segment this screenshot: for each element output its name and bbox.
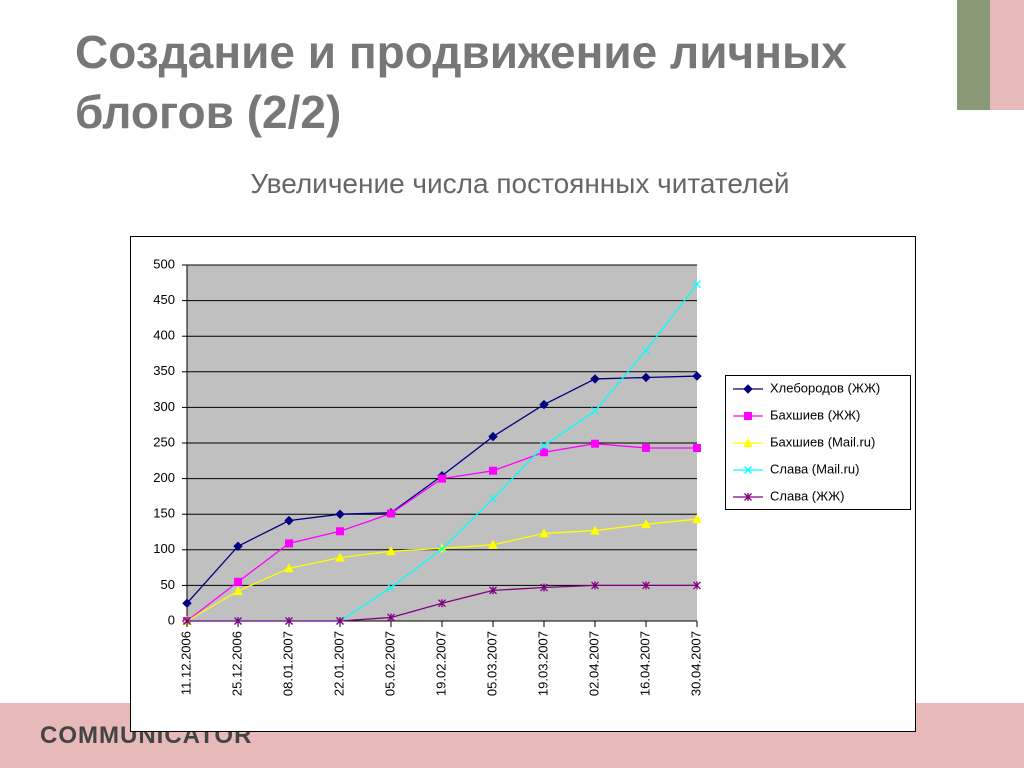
legend-label: Слава (Mail.ru)	[770, 461, 859, 476]
y-tick-label: 50	[161, 577, 175, 592]
slide-subtitle: Увеличение числа постоянных читателей	[250, 168, 790, 199]
legend-label: Бахшиев (Mail.ru)	[770, 434, 875, 449]
marker	[233, 586, 243, 596]
y-tick-label: 100	[153, 541, 175, 556]
x-tick-label: 22.01.2007	[331, 631, 346, 696]
y-tick-label: 250	[153, 434, 175, 449]
marker	[234, 617, 242, 625]
marker	[744, 493, 752, 501]
x-tick-label: 25.12.2006	[229, 631, 244, 696]
marker	[591, 581, 599, 590]
marker	[386, 546, 396, 556]
x-tick-label: 19.02.2007	[433, 631, 448, 696]
marker	[744, 466, 752, 474]
marker	[591, 407, 599, 415]
x-tick-label: 05.02.2007	[382, 631, 397, 696]
marker	[693, 581, 701, 590]
x-tick-label: 16.04.2007	[637, 631, 652, 696]
marker	[540, 448, 548, 457]
marker	[488, 539, 498, 549]
marker	[488, 431, 498, 442]
legend-label: Слава (ЖЖ)	[770, 488, 844, 503]
marker	[641, 372, 651, 383]
marker	[387, 613, 395, 622]
y-tick-label: 0	[168, 612, 175, 627]
x-tick-label: 30.04.2007	[688, 631, 703, 696]
x-tick-label: 08.01.2007	[280, 631, 295, 696]
marker	[438, 599, 446, 608]
marker	[234, 577, 242, 586]
marker	[540, 441, 548, 450]
marker	[540, 583, 548, 592]
marker	[743, 437, 753, 447]
x-tick-label: 11.12.2006	[178, 631, 193, 695]
deco-pink	[990, 0, 1024, 110]
marker	[183, 617, 191, 625]
y-tick-label: 150	[153, 506, 175, 521]
marker	[693, 280, 701, 289]
marker	[489, 586, 497, 595]
marker	[285, 539, 293, 548]
marker	[743, 384, 753, 394]
marker	[284, 563, 294, 573]
slide-title: Создание и продвижение личных блогов (2/…	[75, 26, 847, 138]
marker	[336, 617, 344, 625]
y-tick-label: 450	[153, 292, 175, 307]
marker	[387, 509, 395, 518]
y-tick-label: 300	[153, 399, 175, 414]
legend-label: Бахшиев (ЖЖ)	[770, 407, 860, 422]
y-tick-label: 500	[153, 256, 175, 271]
marker	[590, 374, 600, 384]
marker	[693, 443, 701, 452]
marker	[233, 541, 243, 551]
legend-label: Хлебородов (ЖЖ)	[770, 380, 880, 395]
marker	[285, 617, 293, 625]
marker	[642, 443, 650, 452]
marker	[284, 515, 294, 526]
marker	[642, 346, 650, 355]
marker	[641, 519, 651, 529]
marker	[590, 525, 600, 535]
marker	[438, 545, 446, 554]
marker	[489, 494, 497, 503]
marker	[642, 581, 650, 590]
marker	[744, 412, 752, 420]
marker	[692, 371, 702, 381]
x-tick-label: 19.03.2007	[535, 631, 550, 696]
marker	[336, 527, 344, 536]
marker	[539, 528, 549, 538]
marker	[591, 439, 599, 448]
marker	[489, 466, 497, 475]
x-tick-label: 05.03.2007	[484, 631, 499, 696]
marker	[182, 598, 192, 608]
marker	[335, 552, 345, 562]
marker	[387, 583, 395, 592]
marker	[539, 399, 549, 410]
y-tick-label: 200	[153, 470, 175, 485]
y-tick-label: 400	[153, 328, 175, 343]
deco-green	[957, 0, 990, 110]
marker	[692, 514, 702, 524]
marker	[335, 509, 345, 519]
x-tick-label: 02.04.2007	[586, 631, 601, 696]
marker	[438, 474, 446, 483]
y-tick-label: 350	[153, 363, 175, 378]
